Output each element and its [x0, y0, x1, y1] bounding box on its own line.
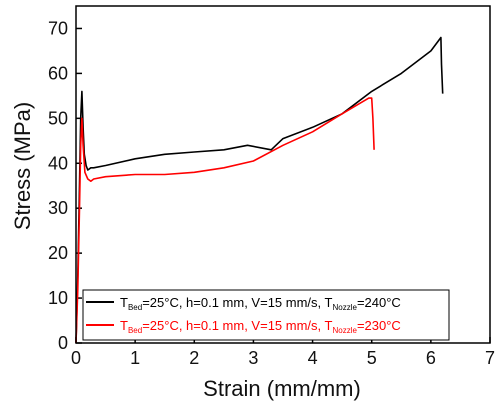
series-layer [75, 36, 444, 344]
y-tick-label: 10 [48, 288, 68, 308]
y-axis-label: Stress (MPa) [10, 102, 35, 230]
x-axis-ticks: 0 1 2 3 4 5 6 7 [71, 337, 495, 368]
x-tick-label: 1 [130, 348, 140, 368]
x-tick-label: 3 [248, 348, 258, 368]
y-tick-label: 60 [48, 63, 68, 83]
y-tick-label: 40 [48, 153, 68, 173]
x-tick-label: 4 [308, 348, 318, 368]
x-tick-label: 2 [189, 348, 199, 368]
legend-label-230: TBed=25°C, h=0.1 mm, V=15 mm/s, TNozzle=… [120, 318, 401, 335]
plot-frame [75, 5, 491, 344]
legend-label-240: TBed=25°C, h=0.1 mm, V=15 mm/s, TNozzle=… [120, 295, 401, 312]
x-tick-label: 5 [367, 348, 377, 368]
x-tick-label: 0 [71, 348, 81, 368]
y-tick-label: 70 [48, 18, 68, 38]
y-tick-label: 30 [48, 198, 68, 218]
y-tick-label: 20 [48, 243, 68, 263]
y-tick-label: 50 [48, 108, 68, 128]
x-axis-label: Strain (mm/mm) [203, 376, 361, 401]
y-axis-ticks: 0 10 20 30 40 50 60 70 [48, 18, 82, 353]
legend-box [82, 289, 450, 341]
y-tick-label: 0 [58, 333, 68, 353]
x-tick-label: 7 [485, 348, 495, 368]
x-tick-label: 6 [426, 348, 436, 368]
series-line-240c [75, 36, 444, 344]
legend: TBed=25°C, h=0.1 mm, V=15 mm/s, TNozzle=… [82, 289, 450, 341]
series-line-230c [75, 97, 375, 344]
